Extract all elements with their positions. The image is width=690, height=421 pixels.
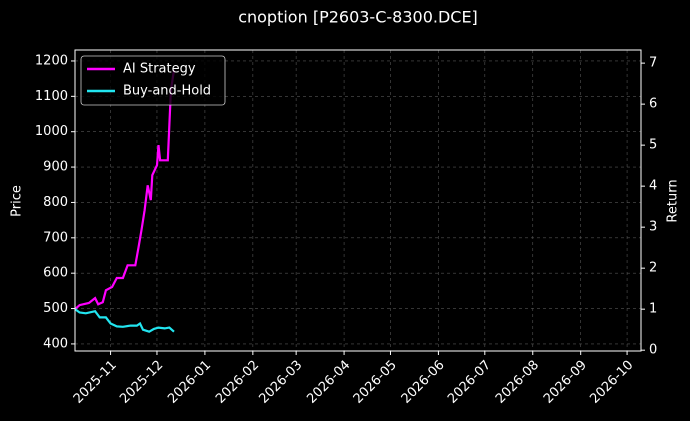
y2-tick-label: 2 xyxy=(649,261,657,276)
y-tick-label: 500 xyxy=(43,301,68,316)
y-tick-label: 400 xyxy=(43,336,68,351)
y2-tick-label: 7 xyxy=(649,56,657,71)
y2-tick-label: 0 xyxy=(649,343,657,358)
y-tick-label: 1000 xyxy=(35,124,68,139)
y-tick-label: 900 xyxy=(43,160,68,175)
y-tick-label: 1100 xyxy=(35,89,68,104)
legend-label: Buy-and-Hold xyxy=(123,84,211,99)
y2-tick-label: 6 xyxy=(649,97,657,112)
chart-title: cnoption [P2603-C-8300.DCE] xyxy=(238,8,478,27)
y-axis-label: Price xyxy=(10,185,25,217)
y2-tick-label: 5 xyxy=(649,138,657,153)
y-tick-label: 700 xyxy=(43,230,68,245)
y-tick-label: 800 xyxy=(43,195,68,210)
y2-tick-label: 1 xyxy=(649,302,657,317)
legend-label: AI Strategy xyxy=(123,62,196,77)
y-tick-label: 600 xyxy=(43,266,68,281)
series-line xyxy=(75,69,176,311)
y2-tick-label: 3 xyxy=(649,220,657,235)
y2-axis-label: Return xyxy=(666,179,681,222)
legend-box xyxy=(80,55,226,106)
series-line xyxy=(75,308,175,333)
y2-tick-label: 4 xyxy=(649,179,657,194)
plot-frame xyxy=(74,49,642,352)
y-tick-label: 1200 xyxy=(35,53,68,68)
